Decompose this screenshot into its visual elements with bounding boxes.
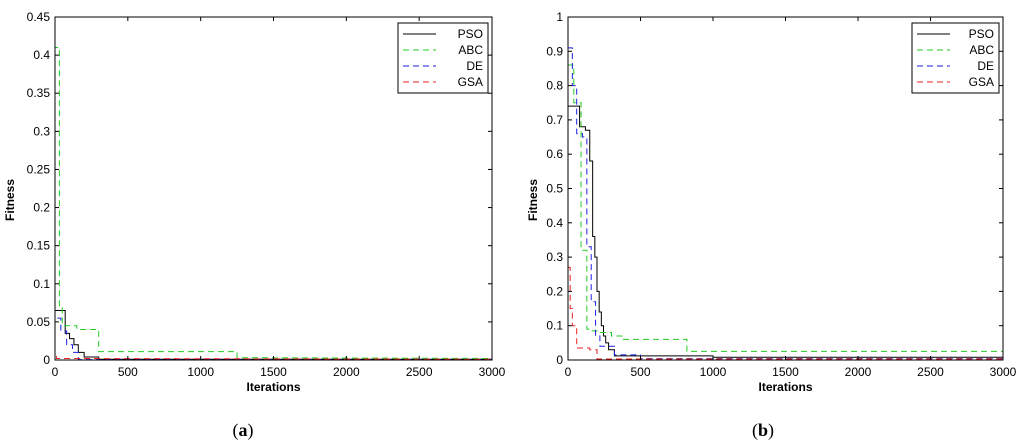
panel-caption: (b) [752, 420, 774, 441]
legend-label-abc: ABC [458, 43, 483, 57]
y-tick-label: 0.2 [33, 201, 50, 215]
legend-box [911, 22, 1000, 94]
x-tick-label: 3000 [990, 365, 1017, 379]
x-tick-label: 0 [565, 365, 572, 379]
caption-letter: b [758, 420, 768, 440]
y-tick-label: 0.9 [546, 44, 563, 58]
legend-label-de: DE [466, 59, 483, 73]
legend-label-pso: PSO [458, 27, 483, 41]
chart-panel-b: 0 500 1000 1500 2000 2500 3000 0 0.1 0.2 0.3 0.4 0.5… [526, 10, 1017, 441]
y-axis-label: Fitness [526, 179, 540, 221]
x-tick-label: 2500 [406, 365, 433, 379]
y-tick-label: 0.15 [27, 239, 51, 253]
x-tick-label: 1500 [772, 365, 799, 379]
caption-close: ) [768, 420, 774, 441]
series-line-pso [568, 105, 1003, 358]
x-tick-label: 2500 [917, 365, 944, 379]
x-tick-label: 1000 [700, 365, 727, 379]
y-tick-label: 0.25 [27, 162, 51, 176]
x-tick-label: 500 [630, 365, 650, 379]
x-tick-label: 3000 [479, 365, 506, 379]
y-tick-label: 0.4 [33, 48, 50, 62]
legend-label-gsa: GSA [969, 75, 994, 89]
x-axis-label: Iterations [246, 380, 300, 394]
x-tick-label: 1000 [187, 365, 214, 379]
y-tick-label: 0 [43, 353, 50, 367]
chart-panel-a: 0 500 1000 1500 2000 2500 3000 0 0.05 0.1 0.15 0.2 0… [3, 10, 506, 441]
y-tick-label: 1 [556, 10, 563, 24]
series-line-de [55, 317, 492, 360]
x-axis-label: Iterations [758, 380, 812, 394]
series-line-de [568, 47, 1003, 360]
x-tick-label: 2000 [845, 365, 872, 379]
series-line-abc [568, 64, 1003, 352]
y-tick-label: 0 [556, 353, 563, 367]
x-tick-label: 2000 [333, 365, 360, 379]
series-line-abc [55, 46, 492, 359]
y-tick-label: 0.3 [33, 124, 50, 138]
y-tick-label: 0.5 [546, 182, 563, 196]
y-tick-label: 0.35 [27, 86, 51, 100]
y-tick-label: 0.1 [33, 277, 50, 291]
legend-label-abc: ABC [969, 43, 994, 57]
y-tick-label: 0.05 [27, 315, 51, 329]
y-tick-label: 0.1 [546, 319, 563, 333]
caption-open: ( [752, 420, 758, 441]
series-line-gsa [55, 207, 492, 360]
y-tick-label: 0.3 [546, 250, 563, 264]
series-line-pso [55, 309, 492, 360]
y-tick-label: 0.2 [546, 284, 563, 298]
legend: PSO ABC DE GSA [911, 22, 1000, 94]
y-tick-label: 0.6 [546, 147, 563, 161]
caption-close: ) [248, 420, 254, 441]
x-tick-label: 500 [118, 365, 138, 379]
legend-box [397, 22, 489, 94]
x-tick-label: 0 [52, 365, 59, 379]
y-tick-label: 0.45 [27, 10, 51, 24]
y-axis-label: Fitness [3, 179, 17, 221]
y-tick-label: 0.8 [546, 79, 563, 93]
legend-label-pso: PSO [969, 27, 994, 41]
series-line-gsa [568, 17, 1003, 360]
legend: PSO ABC DE GSA [397, 22, 489, 94]
legend-label-de: DE [977, 59, 994, 73]
x-tick-label: 1500 [260, 365, 287, 379]
panel-caption: (a) [233, 420, 254, 441]
y-tick-label: 0.4 [546, 216, 563, 230]
caption-letter: a [239, 420, 248, 440]
caption-open: ( [233, 420, 239, 441]
y-tick-label: 0.7 [546, 113, 563, 127]
legend-label-gsa: GSA [458, 75, 483, 89]
